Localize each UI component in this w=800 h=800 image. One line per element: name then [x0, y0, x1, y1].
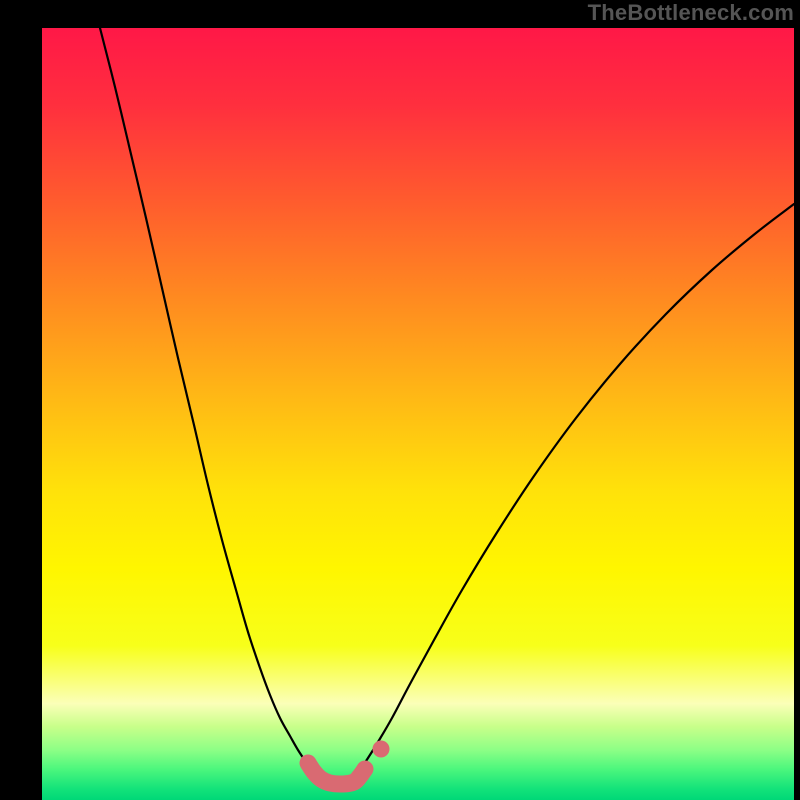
valley-marker-dot	[373, 741, 390, 758]
chart-container: TheBottleneck.com	[0, 0, 800, 800]
curve-left-branch	[100, 28, 312, 770]
curve-overlay	[0, 0, 800, 800]
valley-marker-band	[308, 763, 365, 784]
watermark-text: TheBottleneck.com	[588, 0, 794, 26]
curve-right-branch	[360, 204, 794, 770]
